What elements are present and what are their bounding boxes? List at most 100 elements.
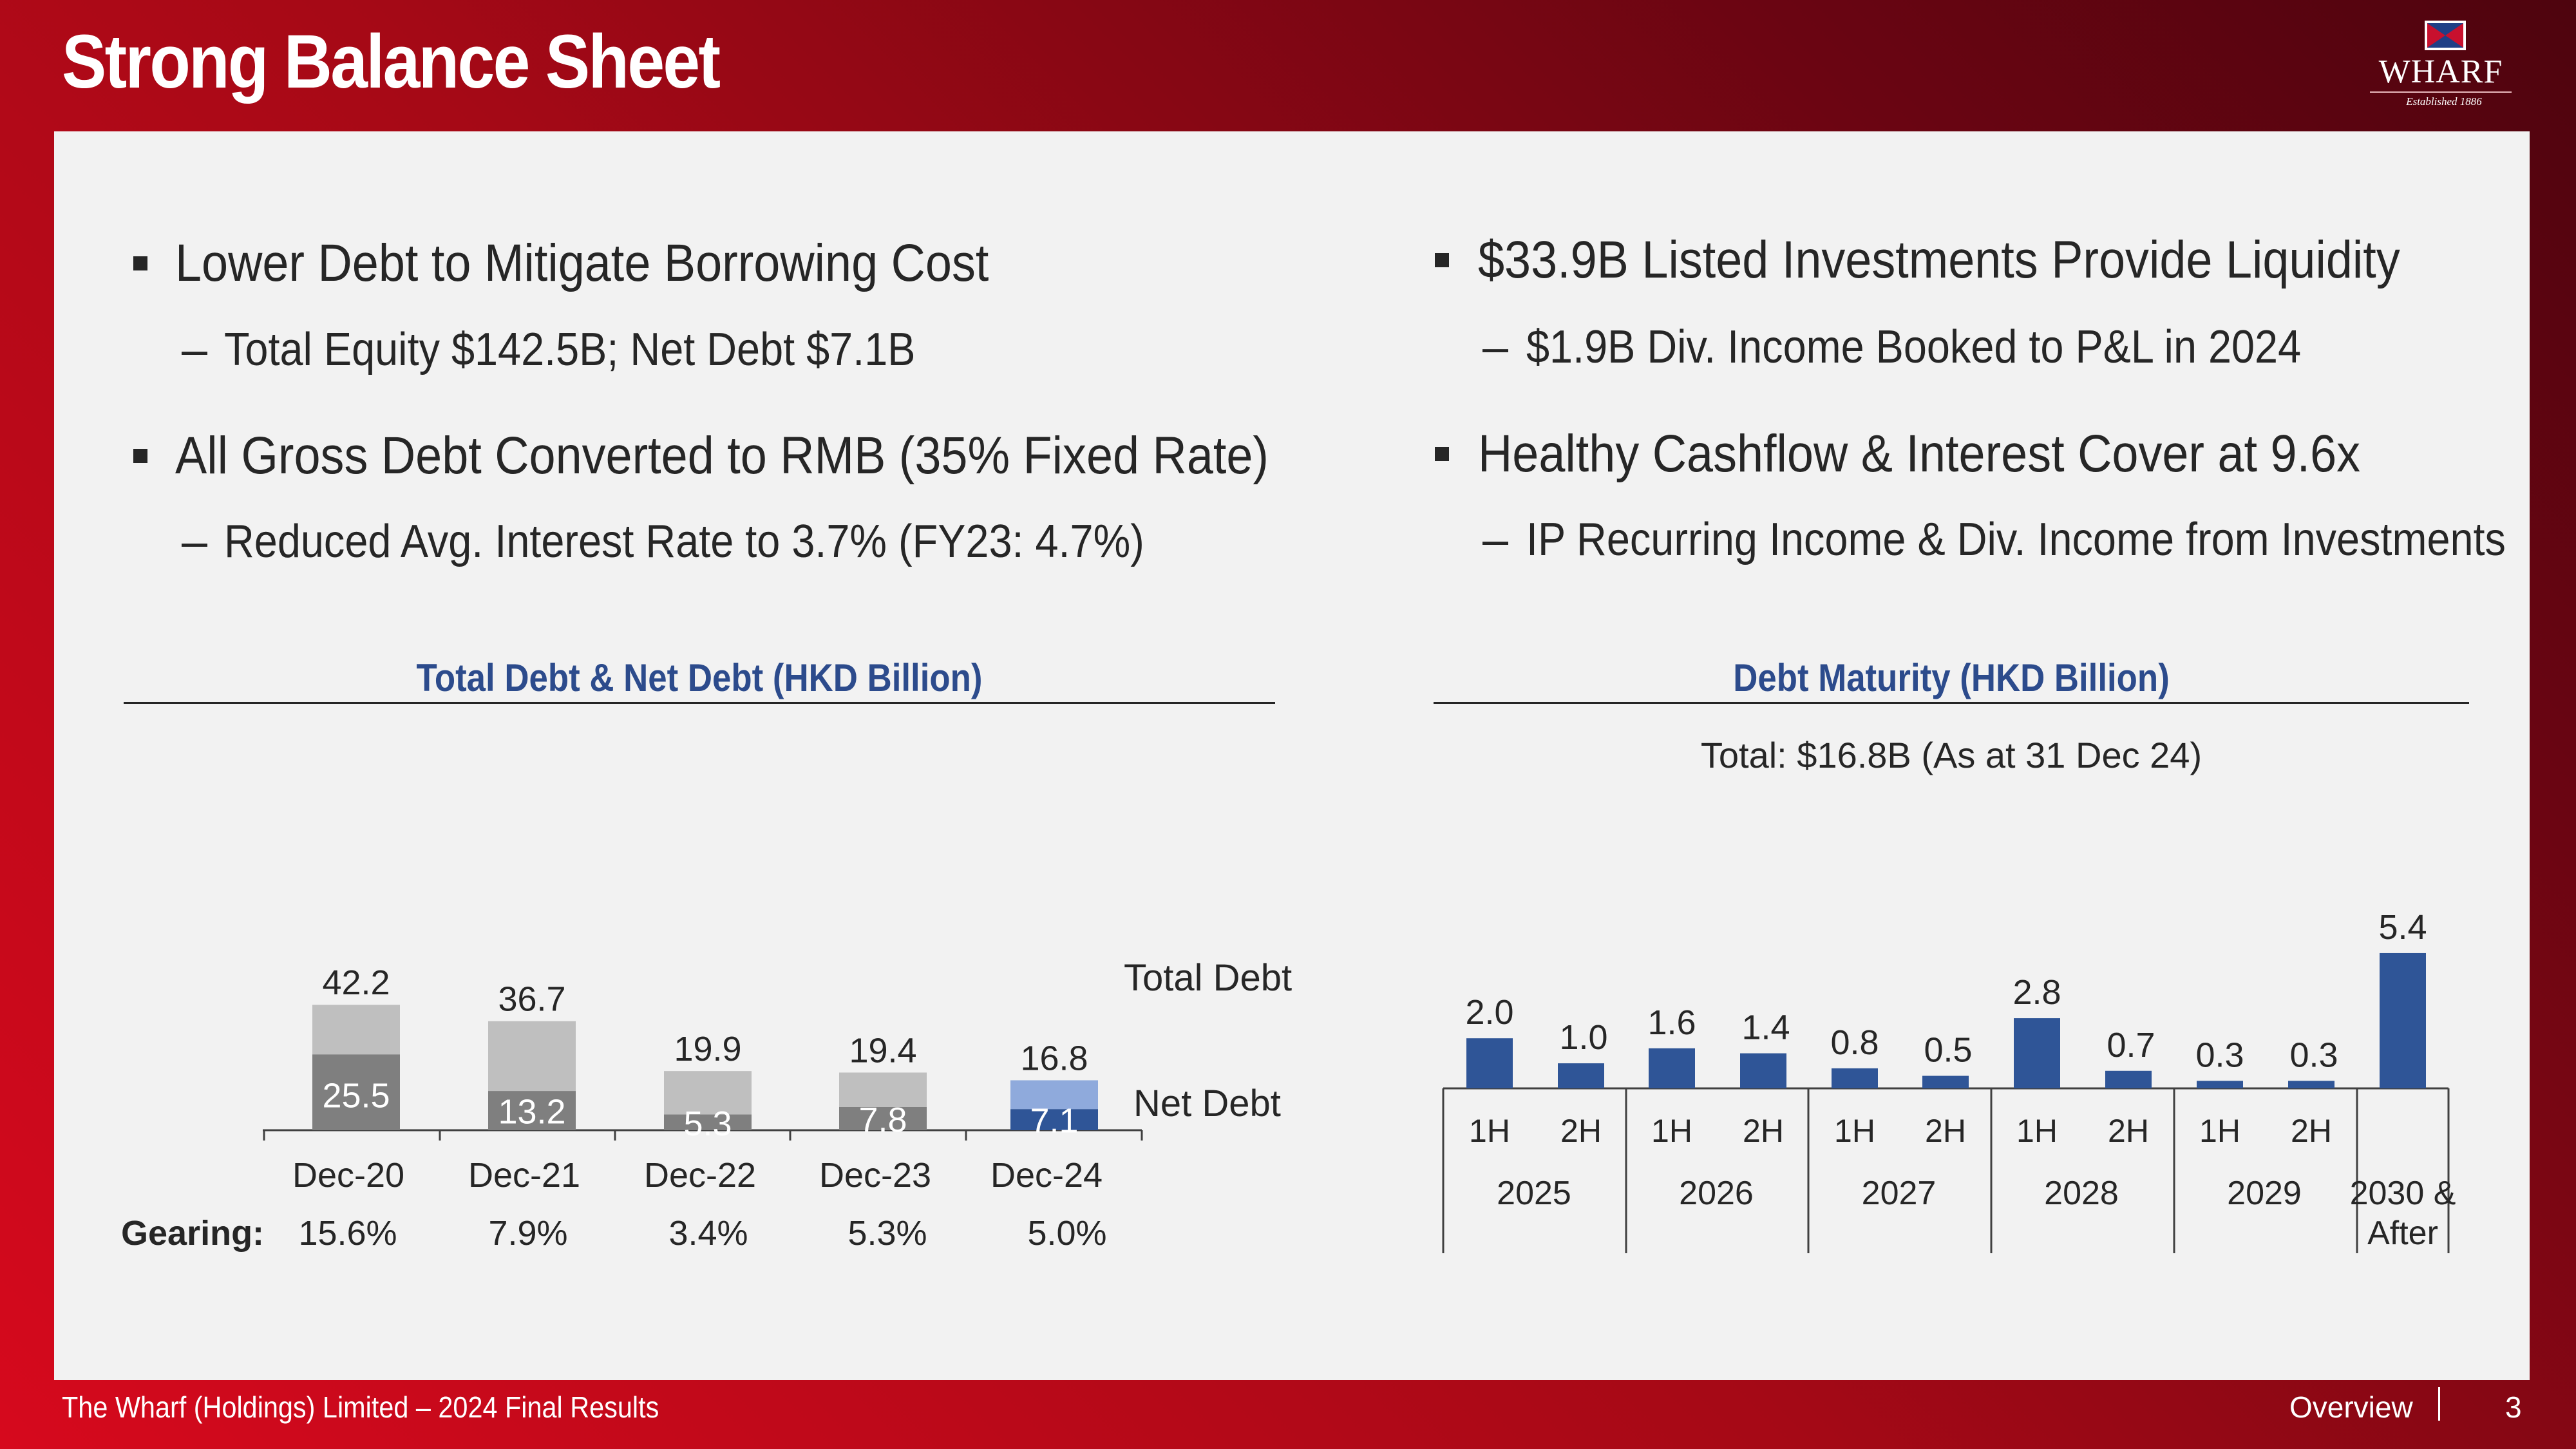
logo-brand-text: WHARF	[2378, 53, 2503, 90]
left-bullet-2: All Gross Debt Converted to RMB (35% Fix…	[175, 426, 1269, 485]
maturity-value-label: 1.4	[1741, 1009, 1790, 1047]
left-dash-1: –	[182, 324, 208, 375]
maturity-bar	[1832, 1068, 1878, 1088]
net-debt-value-label: 25.5	[322, 1076, 390, 1115]
total-debt-bar	[488, 1021, 576, 1092]
half-year-label: 2H	[1743, 1113, 1784, 1149]
gearing-value: 5.0%	[1027, 1214, 1106, 1253]
left-chart-title: Total Debt & Net Debt (HKD Billion)	[416, 656, 983, 699]
total-debt-bar	[839, 1072, 927, 1108]
maturity-value-label: 2.8	[2012, 973, 2061, 1012]
maturity-bar	[2288, 1081, 2334, 1088]
half-year-label: 1H	[2199, 1113, 2240, 1149]
net-debt-value-label: 7.8	[858, 1101, 907, 1139]
right-chart-title: Debt Maturity (HKD Billion)	[1733, 656, 2170, 699]
maturity-value-label: 2.0	[1465, 993, 1513, 1032]
total-debt-bar	[664, 1071, 752, 1115]
net-debt-value-label: 7.1	[1030, 1102, 1078, 1141]
logo-rule	[2370, 91, 2512, 93]
maturity-value-label: 1.6	[1647, 1003, 1696, 1042]
x-tick-label: Dec-22	[644, 1156, 756, 1195]
left-bullet-1: Lower Debt to Mitigate Borrowing Cost	[175, 234, 989, 292]
total-debt-bar	[1010, 1080, 1098, 1110]
net-debt-bar	[312, 1054, 400, 1130]
right-bullet-1: $33.9B Listed Investments Provide Liquid…	[1478, 231, 2400, 289]
bullet-marker	[133, 256, 147, 270]
logo-tagline: Established 1886	[2406, 95, 2482, 108]
maturity-value-label: 0.8	[1830, 1023, 1879, 1062]
half-year-label: 1H	[2016, 1113, 2058, 1149]
x-tick-label: Dec-20	[292, 1156, 404, 1195]
net-debt-bar	[839, 1107, 927, 1130]
maturity-bar	[1558, 1063, 1604, 1088]
maturity-value-label: 0.7	[2107, 1026, 2155, 1065]
x-tick-label: Dec-21	[468, 1156, 580, 1195]
x-tick-label: Dec-24	[990, 1156, 1103, 1195]
year-label-after: After	[2367, 1215, 2438, 1252]
right-dash-2: –	[1482, 514, 1509, 565]
net-debt-value-label: 5.3	[683, 1104, 732, 1143]
right-sub-2: IP Recurring Income & Div. Income from I…	[1526, 514, 2506, 565]
total-debt-value-label: 16.8	[1020, 1039, 1088, 1077]
net-debt-bar	[488, 1091, 576, 1130]
half-year-label: 2H	[2291, 1113, 2332, 1149]
year-label: 2029	[2227, 1175, 2302, 1212]
total-debt-value-label: 19.9	[674, 1030, 741, 1068]
total-debt-bar	[312, 1005, 400, 1055]
series-label-total-debt: Total Debt	[1124, 957, 1292, 999]
bullet-marker	[1435, 447, 1449, 461]
maturity-bar	[1649, 1048, 1695, 1088]
maturity-bar	[2197, 1081, 2243, 1088]
right-chart-title-rule	[1434, 702, 2469, 704]
right-sub-1: $1.9B Div. Income Booked to P&L in 2024	[1526, 321, 2302, 373]
maturity-bar	[1922, 1075, 1969, 1088]
maturity-bar	[2105, 1070, 2152, 1088]
half-year-label: 2H	[1925, 1113, 1966, 1149]
maturity-value-label: 5.4	[2378, 908, 2427, 947]
maturity-value-label: 0.3	[2195, 1036, 2244, 1074]
left-sub-2: Reduced Avg. Interest Rate to 3.7% (FY23…	[224, 516, 1144, 567]
half-year-label: 1H	[1834, 1113, 1875, 1149]
half-year-label: 1H	[1469, 1113, 1510, 1149]
chart-subtitle: Total: $16.8B (As at 31 Dec 24)	[1701, 735, 2202, 775]
footer-divider	[2438, 1387, 2440, 1421]
maturity-bar	[1740, 1053, 1786, 1088]
left-sub-1: Total Equity $142.5B; Net Debt $7.1B	[224, 324, 916, 375]
series-label-net-debt: Net Debt	[1133, 1083, 1281, 1124]
wharf-logo: WHARF Established 1886	[2363, 15, 2518, 118]
maturity-value-label: 1.0	[1559, 1018, 1607, 1057]
year-label: 2027	[1862, 1175, 1937, 1212]
net-debt-value-label: 13.2	[498, 1093, 565, 1132]
gearing-label: Gearing:	[121, 1214, 264, 1253]
left-dash-2: –	[182, 516, 208, 567]
year-label: 2025	[1497, 1175, 1571, 1212]
half-year-label: 1H	[1651, 1113, 1692, 1149]
maturity-bar	[1466, 1038, 1513, 1088]
net-debt-bar	[1010, 1109, 1098, 1130]
total-debt-value-label: 19.4	[849, 1031, 916, 1070]
maturity-bar	[2014, 1018, 2060, 1088]
content-panel	[54, 131, 2530, 1380]
half-year-label: 2H	[1560, 1113, 1602, 1149]
x-tick-label: Dec-23	[819, 1156, 931, 1195]
gearing-value: 5.3%	[848, 1214, 927, 1253]
half-year-label: 2H	[2108, 1113, 2149, 1149]
gearing-value: 3.4%	[668, 1214, 748, 1253]
year-label-2030: 2030 &	[2350, 1175, 2456, 1212]
maturity-value-label: 0.5	[1924, 1031, 1972, 1070]
page-title: Strong Balance Sheet	[62, 19, 721, 104]
flag-icon	[2425, 21, 2466, 50]
year-label: 2026	[1679, 1175, 1754, 1212]
total-debt-value-label: 36.7	[498, 980, 565, 1019]
footer-company-results: The Wharf (Holdings) Limited – 2024 Fina…	[62, 1390, 659, 1424]
left-chart-title-rule	[124, 702, 1275, 704]
gearing-value: 7.9%	[488, 1214, 567, 1253]
maturity-value-label: 0.3	[2289, 1036, 2338, 1074]
total-debt-value-label: 42.2	[322, 963, 390, 1002]
footer-section[interactable]: Overview	[2289, 1390, 2413, 1424]
maturity-bar	[2380, 952, 2426, 1088]
right-bullet-2: Healthy Cashflow & Interest Cover at 9.6…	[1478, 424, 2361, 483]
net-debt-bar	[664, 1114, 752, 1130]
